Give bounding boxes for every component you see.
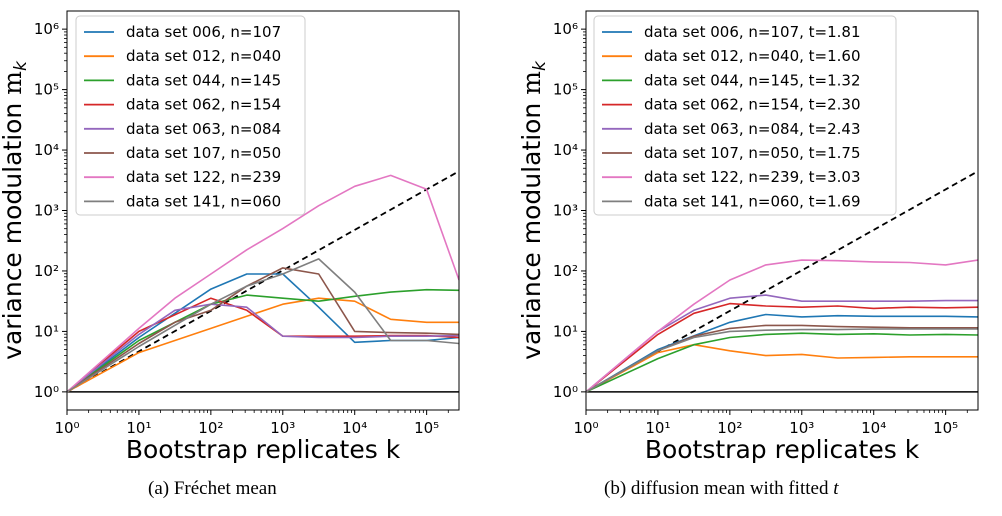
panel-b-x-tick-label: 10³ <box>789 419 814 437</box>
panel-b-legend-label-2: data set 012, n=040, t=1.60 <box>644 47 861 65</box>
panel-a-plot-area <box>67 170 459 393</box>
caption-a-text: Fréchet mean <box>173 478 277 499</box>
panel-a-y-tick-label: 10⁶ <box>34 20 59 38</box>
panel-a-legend-label-1: data set 006, n=107 <box>126 23 281 41</box>
panel-b-legend-label-8: data set 141, n=060, t=1.69 <box>644 192 861 210</box>
panel-b-series-line-7 <box>586 259 978 393</box>
panel-b-legend-label-1: data set 006, n=107, t=1.81 <box>644 23 861 41</box>
caption-b-var: t <box>833 478 839 499</box>
panel-a-series-line-2 <box>67 297 459 393</box>
panel-b-y-tick-label: 10⁶ <box>553 20 578 38</box>
panel-a-series-line-6 <box>67 267 459 393</box>
panel-b-plot-area <box>586 170 978 393</box>
panel-a-series-line-5 <box>67 303 459 393</box>
panel-a-y-tick-label: 10² <box>34 262 59 280</box>
panel-b-series-line-6 <box>586 324 978 393</box>
panel-b-series-line-2 <box>586 343 978 393</box>
panel-b-y-axis-label: variance modulation mk <box>517 60 550 360</box>
panel-b-x-tick-label: 10⁴ <box>861 419 886 437</box>
panel-a-legend-label-7: data set 122, n=239 <box>126 168 281 186</box>
panel-b-x-axis-label: Bootstrap replicates k <box>645 435 920 464</box>
panel-a-legend-label-3: data set 044, n=145 <box>126 71 281 89</box>
caption-a-label: (a) <box>148 478 170 499</box>
panel-a-legend-label-2: data set 012, n=040 <box>126 47 281 65</box>
panel-b-legend-label-4: data set 062, n=154, t=2.30 <box>644 96 861 114</box>
panel-b-x-tick-label: 10² <box>717 419 742 437</box>
panel-a-x-axis-label: Bootstrap replicates k <box>126 435 401 464</box>
panel-a-legend-label-5: data set 063, n=084 <box>126 120 281 138</box>
panel-b: 10⁰ 10¹ 10² 10³ 10⁴ 10⁵ 10⁰ 10¹ 10² 10³ 10⁴ 10⁵ 10⁶ B… <box>517 10 979 464</box>
panel-b-y-tick-label: 10⁰ <box>553 383 578 401</box>
caption-b: (b) diffusion mean with fitted t <box>604 478 838 500</box>
panel-b-series-line-8 <box>586 328 978 393</box>
caption-a: (a) Fréchet mean <box>148 478 277 500</box>
panel-a-x-tick-label: 10⁰ <box>54 419 79 437</box>
panel-a-x-tick-label: 10⁵ <box>414 419 439 437</box>
panel-b-legend-label-3: data set 044, n=145, t=1.32 <box>644 71 861 89</box>
panel-a-x-tick-label: 10¹ <box>126 419 151 437</box>
panel-a-legend-label-6: data set 107, n=050 <box>126 144 281 162</box>
panel-a-y-tick-label: 10¹ <box>34 322 59 340</box>
panel-b-legend-label-6: data set 107, n=050, t=1.75 <box>644 144 861 162</box>
panel-a-y-tick-label: 10³ <box>34 202 59 220</box>
panel-a-identity-reference-line <box>67 170 459 393</box>
panel-a-series-line-7 <box>67 174 459 393</box>
panel-a-legend: data set 006, n=107 data set 012, n=040 da… <box>75 15 306 216</box>
panel-b-series-line-4 <box>586 302 978 393</box>
panel-b-y-tick-label: 10⁵ <box>553 81 578 99</box>
panel-b-x-tick-label: 10⁰ <box>573 419 598 437</box>
panel-b-y-tick-label: 10³ <box>553 202 578 220</box>
panel-b-y-tick-label: 10⁴ <box>553 141 578 159</box>
panel-a-legend-label-4: data set 062, n=154 <box>126 96 281 114</box>
panel-b-x-tick-label: 10¹ <box>645 419 670 437</box>
panel-a-x-tick-label: 10³ <box>270 419 295 437</box>
panel-b-series-line-3 <box>586 332 978 393</box>
panel-b-legend-label-5: data set 063, n=084, t=2.43 <box>644 120 861 138</box>
panel-a-series-line-8 <box>67 258 459 393</box>
caption-b-label: (b) <box>604 478 627 499</box>
panel-a: 10⁰ 10¹ 10² 10³ 10⁴ 10⁵ 10⁰ 10¹ 10² 10³ 10⁴ 10⁵ 10⁶ B… <box>0 10 460 464</box>
panel-b-y-tick-label: 10¹ <box>553 322 578 340</box>
panel-a-legend-label-8: data set 141, n=060 <box>126 192 281 210</box>
panel-b-x-tick-label: 10⁵ <box>933 419 958 437</box>
panel-a-y-tick-label: 10⁰ <box>34 383 59 401</box>
panel-b-series-line-5 <box>586 294 978 393</box>
panel-a-x-tick-label: 10⁴ <box>342 419 367 437</box>
panel-b-legend-box <box>593 15 897 216</box>
panel-b-y-tick-label: 10² <box>553 262 578 280</box>
panel-b-legend: data set 006, n=107, t=1.81 data set 012,… <box>593 15 897 216</box>
panel-a-legend-box <box>75 15 306 216</box>
panel-b-legend-label-7: data set 122, n=239, t=3.03 <box>644 168 861 186</box>
panel-a-y-tick-label: 10⁵ <box>34 81 59 99</box>
caption-b-text: diffusion mean with fitted <box>630 478 834 499</box>
panel-a-y-axis-label: variance modulation mk <box>0 60 31 360</box>
panel-a-x-tick-label: 10² <box>198 419 223 437</box>
panel-a-y-tick-label: 10⁴ <box>34 141 59 159</box>
